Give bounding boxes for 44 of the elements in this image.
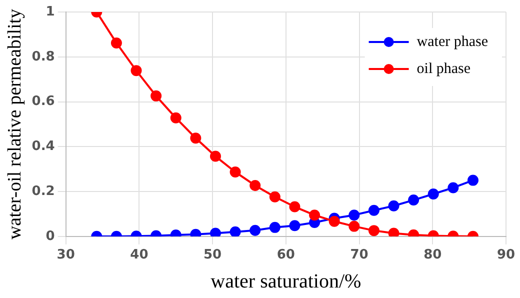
point	[170, 112, 182, 124]
y-tick-label: 0.4	[32, 139, 55, 154]
y-tick-label: 0.6	[32, 94, 55, 110]
point	[230, 226, 241, 236]
point	[250, 224, 261, 236]
point	[388, 200, 400, 212]
point	[250, 180, 261, 191]
point	[368, 204, 380, 216]
point	[448, 182, 459, 194]
y-axis-title: water-oil relative permeability	[4, 8, 26, 240]
x-tick-label: 40	[130, 248, 148, 263]
x-tick-label: 50	[204, 248, 222, 263]
point	[150, 90, 162, 102]
point	[388, 228, 400, 236]
x-tick-label: 80	[424, 248, 442, 263]
x-tick-label: 90	[496, 248, 516, 263]
y-tick-label: 0	[46, 228, 55, 244]
point	[408, 194, 420, 206]
point	[428, 188, 439, 200]
point	[328, 216, 340, 227]
point	[190, 132, 202, 144]
point	[130, 65, 142, 76]
legend-label: oil phase	[416, 60, 471, 77]
y-tick-label: 0.8	[32, 49, 55, 64]
point	[210, 150, 221, 162]
point	[289, 201, 300, 212]
x-tick-label: 30	[56, 248, 75, 263]
x-axis-title: water saturation/%	[210, 270, 362, 292]
point	[368, 225, 380, 236]
point	[269, 191, 280, 202]
point	[467, 174, 478, 186]
y-tick-label: 1	[46, 4, 55, 20]
point	[309, 210, 320, 221]
point	[210, 228, 221, 236]
legend-label: water phase	[416, 34, 488, 50]
point	[230, 166, 241, 178]
x-tick-label: 70	[350, 248, 368, 263]
point	[110, 37, 122, 48]
point	[348, 210, 360, 221]
point	[289, 220, 300, 232]
point	[348, 220, 360, 232]
x-tick-label: 60	[276, 248, 295, 263]
point	[269, 222, 280, 233]
y-tick-label: 0.2	[32, 184, 55, 199]
